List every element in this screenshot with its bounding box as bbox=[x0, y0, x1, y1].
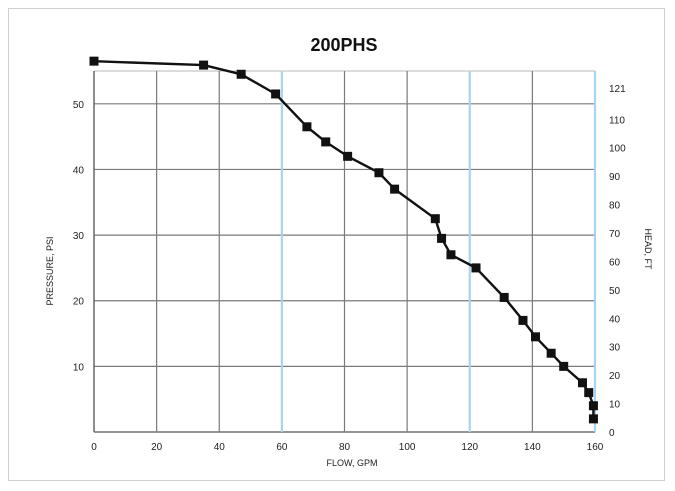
data-point-marker bbox=[518, 315, 528, 325]
grid bbox=[93, 70, 597, 433]
data-point-marker bbox=[430, 214, 440, 224]
y2-tick-label: 50 bbox=[609, 286, 621, 297]
y-tick-label: 10 bbox=[73, 362, 85, 373]
y-tick-label: 40 bbox=[73, 165, 85, 176]
x-tick-label: 80 bbox=[339, 442, 351, 453]
x-tick-label: 20 bbox=[151, 442, 163, 453]
x-tick-label: 140 bbox=[524, 442, 541, 453]
x-axis-label: FLOW, GPM bbox=[326, 458, 377, 468]
data-point-marker bbox=[499, 292, 509, 302]
data-point-marker bbox=[584, 388, 594, 398]
data-point-marker bbox=[321, 137, 331, 147]
pump-curve-chart: 200PHS 0 20 40 60 80 100 120 140 160 10 20 30 40 50 0 1… bbox=[45, 35, 653, 468]
tick-labels: 0 20 40 60 80 100 120 140 160 10 20 30 40 50 0 10 20 30 40… bbox=[73, 84, 626, 453]
data-point-marker bbox=[471, 263, 481, 273]
data-point-marker bbox=[437, 233, 447, 243]
x-tick-label: 120 bbox=[461, 442, 478, 453]
y-tick-label: 20 bbox=[73, 297, 85, 308]
y2-tick-label: 30 bbox=[609, 343, 621, 354]
series-markers bbox=[89, 56, 598, 424]
y2-tick-label: 70 bbox=[609, 229, 621, 240]
y-tick-label: 30 bbox=[73, 231, 85, 242]
x-tick-label: 0 bbox=[91, 442, 97, 453]
data-point-marker bbox=[302, 122, 312, 132]
data-point-marker bbox=[199, 60, 209, 70]
data-point-marker bbox=[343, 151, 353, 161]
y2-axis-label: HEAD, FT bbox=[643, 228, 653, 270]
data-point-marker bbox=[236, 69, 246, 79]
y-axis-label: PRESSURE, PSI bbox=[45, 236, 55, 305]
y2-tick-label: 0 bbox=[609, 428, 615, 439]
y2-tick-label: 110 bbox=[609, 115, 625, 126]
data-point-marker bbox=[577, 378, 587, 388]
x-tick-label: 60 bbox=[276, 442, 288, 453]
y2-tick-label: 90 bbox=[609, 172, 621, 183]
y2-tick-label: 40 bbox=[609, 314, 621, 325]
y2-tick-label: 20 bbox=[609, 371, 621, 382]
y2-tick-label: 121 bbox=[609, 84, 626, 95]
data-point-marker bbox=[559, 361, 569, 371]
data-point-marker bbox=[390, 184, 400, 194]
y2-tick-label: 60 bbox=[609, 257, 621, 268]
data-point-marker bbox=[89, 56, 99, 66]
y2-tick-label: 10 bbox=[609, 400, 621, 411]
x-tick-label: 100 bbox=[399, 442, 416, 453]
data-point-marker bbox=[546, 348, 556, 358]
data-point-marker bbox=[446, 250, 456, 260]
chart-frame: 200PHS 0 20 40 60 80 100 120 140 160 10 20 30 40 50 0 1… bbox=[8, 8, 665, 481]
y-tick-label: 50 bbox=[73, 100, 85, 111]
chart-title: 200PHS bbox=[310, 35, 377, 55]
series-line bbox=[93, 60, 595, 419]
y2-tick-label: 80 bbox=[609, 201, 621, 212]
x-tick-label: 40 bbox=[214, 442, 226, 453]
data-point-marker bbox=[531, 332, 541, 342]
data-point-marker bbox=[588, 414, 598, 424]
x-tick-label: 160 bbox=[587, 442, 604, 453]
data-point-marker bbox=[271, 89, 281, 99]
data-point-marker bbox=[374, 168, 384, 178]
data-point-marker bbox=[588, 401, 598, 411]
y2-tick-label: 100 bbox=[609, 144, 626, 155]
